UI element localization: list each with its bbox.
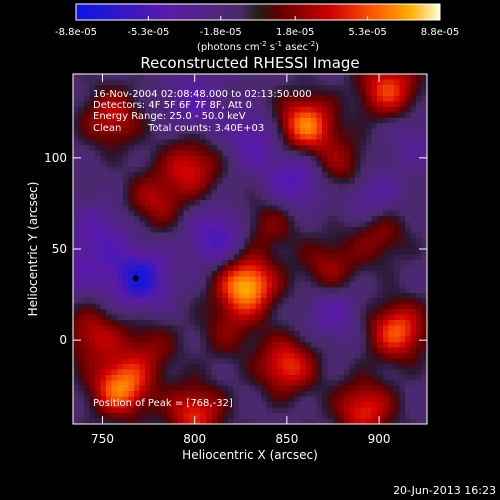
annotation-time: 16-Nov-2004 02:08:48.000 to 02:13:50.000 bbox=[93, 89, 312, 100]
annotation-block: 16-Nov-2004 02:08:48.000 to 02:13:50.000… bbox=[93, 89, 312, 409]
colorbar-tick-label: -1.8e-05 bbox=[200, 27, 242, 38]
colorbar-tick-label: 8.8e-05 bbox=[421, 27, 459, 38]
colorbar-tick-label: 1.8e-05 bbox=[276, 27, 314, 38]
peak-marker-dot bbox=[132, 275, 139, 282]
annotation-counts: Total counts: 3.40E+03 bbox=[147, 123, 264, 134]
colorbar-tick-label: -8.8e-05 bbox=[55, 27, 97, 38]
x-tick-label: 900 bbox=[368, 432, 391, 446]
colorbar-tick-label: -5.3e-05 bbox=[127, 27, 169, 38]
footer-date: 20-Jun-2013 16:23 bbox=[393, 484, 496, 497]
peak-marker bbox=[132, 275, 139, 282]
annotation-detectors: Detectors: 4F 5F 6F 7F 8F, Att 0 bbox=[93, 100, 252, 111]
colorbar-ticks: -8.8e-05 -5.3e-05 -1.8e-05 1.8e-05 5.3e-05 8.… bbox=[55, 16, 459, 38]
y-tick-label: 100 bbox=[44, 151, 67, 165]
colorbar-tick-label: 5.3e-05 bbox=[348, 27, 386, 38]
annotation-clean: Clean bbox=[93, 123, 121, 134]
y-tick-label: 0 bbox=[59, 333, 67, 347]
axes: 750 800 850 900 0 50 100 bbox=[44, 74, 427, 446]
annotation-energy: Energy Range: 25.0 - 50.0 keV bbox=[93, 111, 246, 122]
chart-title: Reconstructed RHESSI Image bbox=[140, 54, 359, 72]
x-tick-label: 800 bbox=[183, 432, 206, 446]
x-tick-label: 750 bbox=[91, 432, 114, 446]
heatmap-image bbox=[73, 74, 427, 424]
colorbar-unit-label: (photons cm-2 s-1 asec-2) bbox=[197, 40, 319, 53]
y-axis-label: Heliocentric Y (arcsec) bbox=[26, 182, 40, 317]
colorbar bbox=[75, 3, 441, 21]
x-axis-label: Heliocentric X (arcsec) bbox=[182, 448, 318, 462]
x-tick-label: 850 bbox=[275, 432, 298, 446]
y-tick-label: 50 bbox=[52, 242, 67, 256]
annotation-peak: Position of Peak = [768,-32] bbox=[93, 398, 233, 409]
